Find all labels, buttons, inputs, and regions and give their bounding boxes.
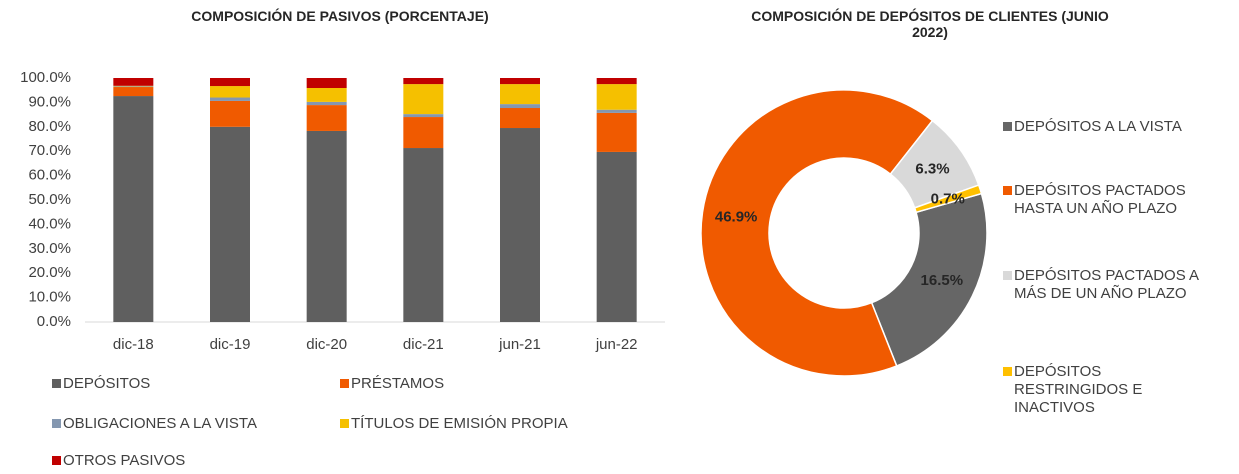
bar-segment xyxy=(500,128,540,322)
x-tick-label: dic-21 xyxy=(403,336,444,353)
bar-segment xyxy=(403,78,444,85)
bar-segment xyxy=(596,151,637,322)
bar-segment xyxy=(210,97,250,101)
legend-swatch xyxy=(1003,186,1012,195)
data-label: 6.3% xyxy=(915,160,949,177)
x-tick-label: dic-18 xyxy=(113,336,154,353)
bar-segment xyxy=(210,78,250,87)
bar-segment xyxy=(500,84,540,105)
bar-segment xyxy=(403,117,444,149)
donut-slice xyxy=(913,184,983,214)
legend-item: DEPÓSITOS A LA VISTA xyxy=(1003,118,1214,136)
bar-segment xyxy=(113,86,154,88)
legend-swatch xyxy=(1003,122,1012,131)
data-label: 0.7% xyxy=(931,191,965,208)
legend-item: DEPÓSITOS PACTADOS A MÁS DE UN AÑO PLAZO xyxy=(1003,267,1214,303)
legend-item: DEPÓSITOS RESTRINGIDOS E INACTIVOS xyxy=(1003,363,1214,417)
legend-item: DEPÓSITOS xyxy=(52,375,363,393)
legend-swatch xyxy=(340,419,349,428)
bar-segment xyxy=(596,109,637,113)
legend-swatch xyxy=(52,419,61,428)
bar-segment xyxy=(210,100,250,127)
legend-swatch xyxy=(1003,271,1012,280)
x-tick-label: dic-20 xyxy=(306,336,347,353)
data-label: 16.5% xyxy=(921,272,964,289)
legend-swatch xyxy=(1003,367,1012,376)
legend-item: OTROS PASIVOS xyxy=(52,452,363,470)
bar-segment xyxy=(403,148,444,322)
y-tick-label: 80.0% xyxy=(28,118,71,135)
bar-segment xyxy=(596,112,637,152)
chart-title: COMPOSICIÓN DE PASIVOS (PORCENTAJE) xyxy=(191,8,489,24)
y-tick-label: 20.0% xyxy=(28,264,71,281)
donut-slice xyxy=(700,89,934,377)
x-tick-label: jun-22 xyxy=(595,336,638,353)
bar-segment xyxy=(113,78,154,86)
bar-segment xyxy=(113,87,154,97)
legend-label: DEPÓSITOS A LA VISTA xyxy=(1014,118,1182,135)
legend-label: OBLIGACIONES A LA VISTA xyxy=(63,415,257,432)
legend-swatch xyxy=(52,456,61,465)
bar-segment xyxy=(596,78,637,85)
legend-label: DEPÓSITOS PACTADOS HASTA UN AÑO PLAZO xyxy=(1014,182,1186,217)
legend-label: DEPÓSITOS RESTRINGIDOS E INACTIVOS xyxy=(1014,363,1143,416)
legend-swatch xyxy=(340,379,349,388)
legend-item: DEPÓSITOS PACTADOS HASTA UN AÑO PLAZO xyxy=(1003,182,1214,218)
bar-segment xyxy=(403,114,444,118)
legend-item: PRÉSTAMOS xyxy=(340,375,651,393)
x-tick-label: dic-19 xyxy=(210,336,251,353)
bar-segment xyxy=(500,104,540,109)
y-tick-label: 30.0% xyxy=(28,240,71,257)
legend-label: TÍTULOS DE EMISIÓN PROPIA xyxy=(351,415,568,432)
y-tick-label: 90.0% xyxy=(28,93,71,110)
y-tick-label: 0.0% xyxy=(37,313,71,330)
donut-slice xyxy=(870,192,988,367)
legend-label: PRÉSTAMOS xyxy=(351,375,445,392)
bar-segment xyxy=(500,78,540,85)
y-tick-label: 40.0% xyxy=(28,215,71,232)
bar-segment xyxy=(596,84,637,110)
bar-segment xyxy=(306,105,347,131)
data-label: 46.9% xyxy=(715,208,758,225)
y-tick-label: 100.0% xyxy=(20,69,71,86)
y-tick-label: 60.0% xyxy=(28,167,71,184)
y-tick-label: 50.0% xyxy=(28,191,71,208)
bar-segment xyxy=(210,86,250,98)
legend-item: OBLIGACIONES A LA VISTA xyxy=(52,415,363,433)
bar-segment xyxy=(306,78,347,89)
y-tick-label: 10.0% xyxy=(28,289,71,306)
y-tick-label: 70.0% xyxy=(28,142,71,159)
bar-segment xyxy=(113,96,154,322)
bar-segment xyxy=(500,108,540,129)
bar-segment xyxy=(306,88,347,102)
chart-title: COMPOSICIÓN DE DEPÓSITOS DE CLIENTES (JU… xyxy=(751,8,1109,40)
legend-item: TÍTULOS DE EMISIÓN PROPIA xyxy=(340,415,651,433)
legend-label: DEPÓSITOS PACTADOS A MÁS DE UN AÑO PLAZO xyxy=(1014,267,1199,302)
bar-segment xyxy=(306,130,347,322)
legend-label: OTROS PASIVOS xyxy=(63,452,186,469)
bar-segment xyxy=(210,126,250,322)
legend-swatch xyxy=(52,379,61,388)
bar-segment xyxy=(403,84,444,115)
x-tick-label: jun-21 xyxy=(498,336,541,353)
legend-label: DEPÓSITOS xyxy=(63,375,151,392)
bar-segment xyxy=(306,101,347,106)
